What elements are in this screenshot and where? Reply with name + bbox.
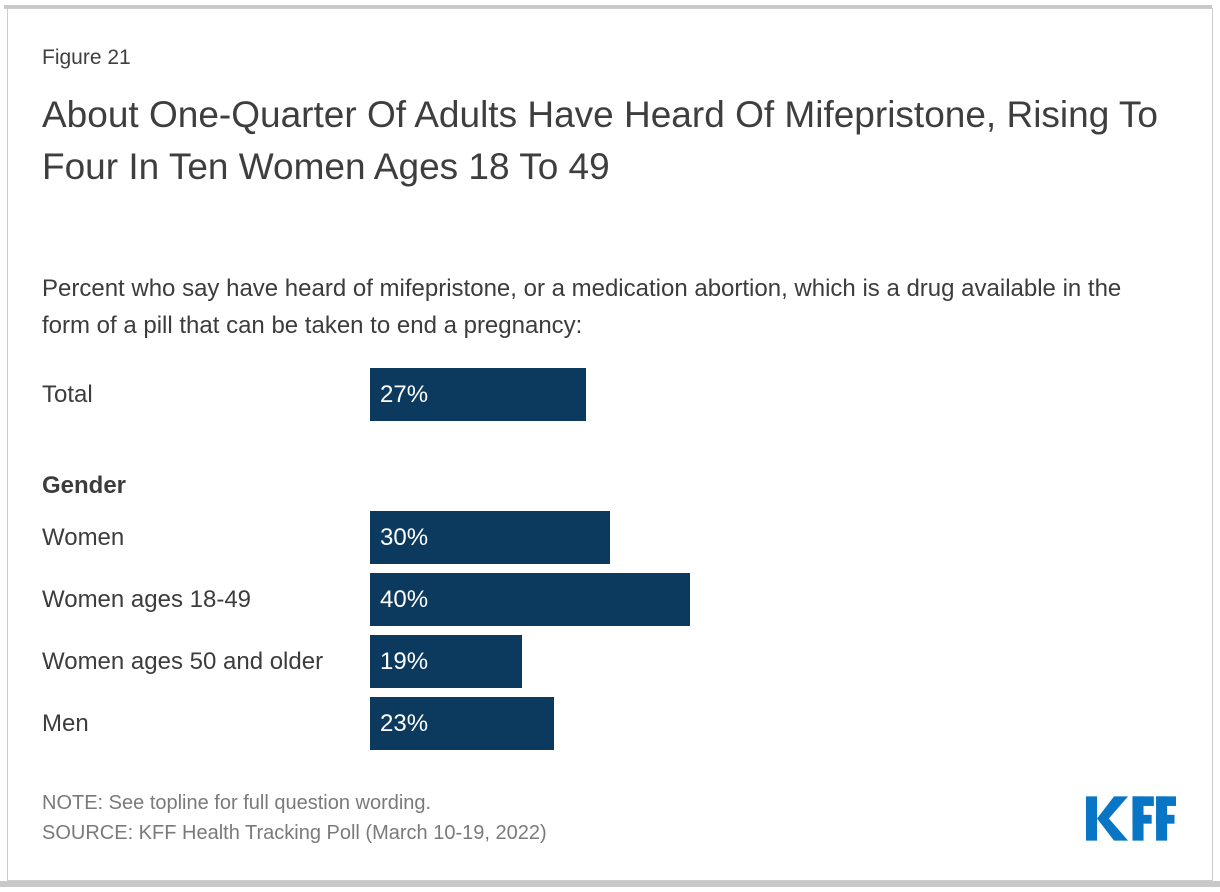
bottom-divider — [0, 881, 1220, 887]
footer-notes: NOTE: See topline for full question word… — [42, 788, 547, 848]
bar-row-label: Women ages 50 and older — [42, 647, 324, 675]
bar: 23% — [370, 697, 554, 750]
bar-value-label: 23% — [380, 709, 429, 737]
bar-row: Women ages 50 and older 19% — [42, 635, 1182, 688]
bar-value-label: 27% — [380, 380, 429, 408]
figure-title: About One-Quarter Of Adults Have Heard O… — [42, 94, 1158, 187]
bar-row-label: Men — [42, 709, 89, 737]
bar-chart: Total 27% Gender Women 30% Women ages 18-49 40… — [42, 368, 1182, 750]
bar: 30% — [370, 511, 610, 564]
bar-row-label: Women — [42, 523, 125, 551]
figure-subtitle: Percent who say have heard of mifepristo… — [42, 275, 1122, 339]
bar-row: Women 30% — [42, 511, 1182, 564]
bar-value-label: 40% — [380, 585, 429, 613]
bar-value-label: 30% — [380, 523, 429, 551]
bar-row: Women ages 18-49 40% — [42, 573, 1182, 626]
source-text: SOURCE: KFF Health Tracking Poll (March … — [42, 822, 547, 844]
bar: 40% — [370, 573, 690, 626]
figure-card: Figure 21 About One-Quarter Of Adults Ha… — [7, 8, 1213, 881]
bar-row-label: Women ages 18-49 — [42, 585, 252, 613]
bar-row-label: Total — [42, 380, 93, 408]
group-header: Gender — [42, 472, 127, 499]
bar: 27% — [370, 368, 586, 421]
top-divider — [4, 5, 1212, 9]
note-text: NOTE: See topline for full question word… — [42, 792, 432, 814]
figure-label: Figure 21 — [42, 46, 131, 69]
kff-logo — [1086, 796, 1176, 841]
bar-value-label: 19% — [380, 647, 429, 675]
bar-row: Men 23% — [42, 697, 1182, 750]
bar: 19% — [370, 635, 522, 688]
bar-row: Total 27% — [42, 368, 1182, 421]
